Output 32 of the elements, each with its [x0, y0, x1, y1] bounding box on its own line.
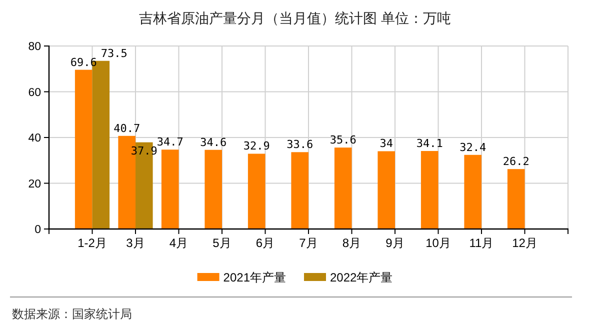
y-tick-label: 20 — [28, 178, 41, 190]
x-tick-label: 11月 — [469, 236, 494, 250]
y-tick-label: 80 — [28, 41, 41, 53]
y-tick-label: 40 — [28, 132, 41, 144]
x-tick-label: 8月 — [342, 236, 362, 250]
x-tick-label: 7月 — [299, 236, 318, 250]
data-label: 33.6 — [286, 138, 314, 152]
x-tick-label: 3月 — [126, 236, 145, 250]
x-tick-label: 5月 — [212, 236, 232, 250]
legend-label: 2022年产量 — [330, 270, 393, 284]
x-tick-label: 10月 — [426, 236, 451, 250]
x-tick-label: 6月 — [256, 236, 275, 250]
data-label: 34.1 — [416, 137, 443, 150]
data-label: 34.6 — [200, 136, 227, 149]
title: 吉林省原油产量分月（当月值）统计图 单位：万吨 — [139, 10, 451, 26]
x-tick-label: 4月 — [169, 236, 188, 250]
data-label: 73.5 — [100, 46, 128, 60]
data-label: 34 — [380, 137, 393, 150]
legend-label: 2021年产量 — [223, 270, 286, 284]
y-tick-label: 60 — [28, 86, 41, 99]
data-label: 35.6 — [330, 134, 356, 147]
x-tick-label: 1-2月 — [78, 236, 107, 250]
data-label: 32.9 — [243, 140, 270, 153]
data-label: 32.4 — [460, 140, 486, 154]
x-tick-label: 9月 — [386, 236, 404, 250]
x-tick-label: 12月 — [512, 236, 538, 250]
annotation: 数据来源：国家统计局 — [12, 307, 132, 321]
data-label: 40.7 — [114, 122, 140, 135]
data-label: 34.7 — [156, 136, 184, 149]
data-label: 69.6 — [70, 56, 97, 69]
data-label: 26.2 — [502, 155, 530, 168]
y-tick-label: 0 — [34, 224, 41, 236]
